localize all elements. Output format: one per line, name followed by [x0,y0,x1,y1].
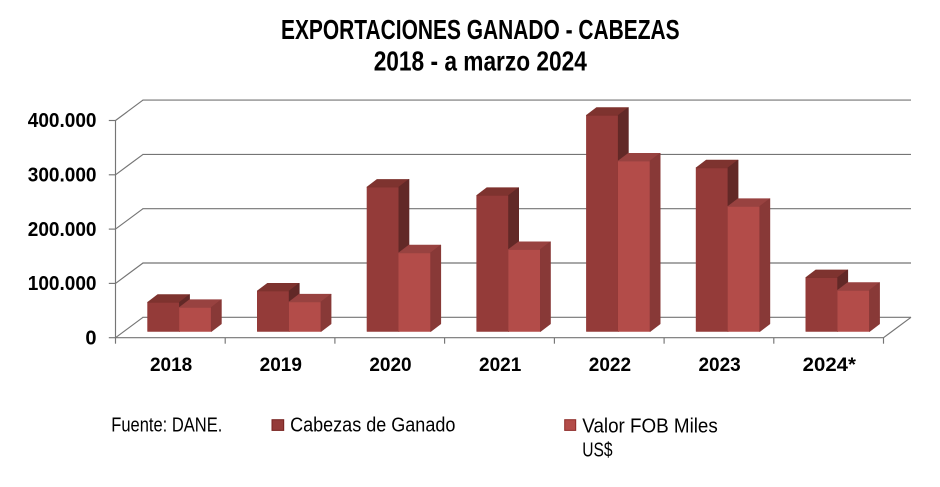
svg-text:EXPORTACIONES GANADO - CABEZAS: EXPORTACIONES GANADO - CABEZAS [281,14,680,45]
svg-text:100.000: 100.000 [28,273,97,295]
svg-text:0: 0 [85,327,96,349]
svg-text:Fuente: DANE.: Fuente: DANE. [111,415,222,437]
svg-text:Valor FOB Miles: Valor FOB Miles [582,415,718,437]
svg-text:400.000: 400.000 [28,110,97,132]
svg-text:Cabezas de Ganado: Cabezas de Ganado [290,414,455,436]
svg-text:2018: 2018 [150,355,192,376]
svg-text:2023: 2023 [698,355,740,376]
svg-text:200.000: 200.000 [28,219,97,241]
svg-text:2022: 2022 [589,355,631,376]
svg-text:2024*: 2024* [803,355,857,376]
svg-text:2020: 2020 [369,355,411,376]
svg-text:300.000: 300.000 [28,165,97,187]
svg-text:2018 - a marzo 2024: 2018 - a marzo 2024 [374,46,588,77]
svg-text:2019: 2019 [260,355,302,376]
svg-text:US$: US$ [582,440,612,462]
svg-text:2021: 2021 [479,355,522,376]
